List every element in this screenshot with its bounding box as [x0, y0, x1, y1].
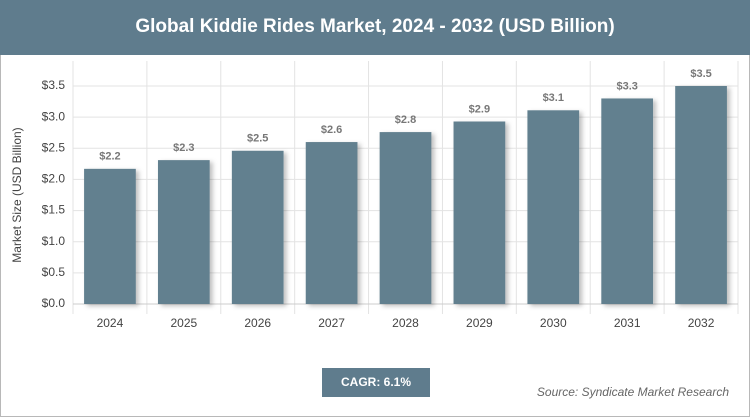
y-tick-label: $2.0	[42, 172, 66, 186]
y-tick-label: $1.0	[42, 234, 66, 248]
value-label: $2.3	[173, 142, 194, 154]
x-tick-label: 2027	[318, 316, 345, 330]
y-tick-label: $1.5	[42, 203, 66, 217]
bar	[84, 168, 136, 304]
cagr-box	[322, 368, 430, 397]
x-tick-label: 2028	[392, 316, 419, 330]
x-tick-label: 2024	[97, 316, 124, 330]
value-label: $3.5	[690, 68, 711, 80]
x-tick-label: 2032	[688, 316, 715, 330]
y-tick-label: $3.0	[42, 109, 66, 123]
y-tick-label: $3.5	[42, 78, 66, 92]
value-label: $3.3	[616, 80, 637, 92]
value-label: $2.9	[469, 103, 490, 115]
bar	[601, 98, 654, 304]
x-tick-label: 2031	[614, 316, 641, 330]
y-tick-label: $0.0	[42, 296, 66, 310]
value-label: $3.1	[543, 92, 564, 104]
plot: $0.0 $0.5 $1.0 $1.5 $2.0 $2.5 $3.0 $3.5 2024 $2.2…	[42, 61, 739, 330]
bar	[675, 86, 727, 304]
x-tick-label: 2030	[540, 316, 567, 330]
value-label: $2.5	[247, 133, 268, 145]
source: Source: Syndicate Market Research	[537, 385, 729, 399]
value-label: $2.6	[321, 124, 342, 136]
bar	[157, 160, 210, 304]
y-tick-label: $2.5	[42, 140, 66, 154]
value-label: $2.2	[99, 151, 120, 163]
bar	[453, 121, 506, 304]
bar	[305, 142, 358, 304]
bar	[231, 150, 284, 304]
value-label: $2.8	[395, 114, 416, 126]
title-bar	[0, 0, 750, 55]
y-tick-label: $0.5	[42, 265, 66, 279]
y-axis-label: Market Size (USD Billion)	[10, 127, 24, 262]
x-tick-label: 2025	[170, 316, 197, 330]
bar	[527, 110, 580, 304]
cagr-label: CAGR: 6.1%	[341, 375, 411, 389]
x-tick-label: 2026	[244, 316, 271, 330]
x-tick-label: 2029	[466, 316, 493, 330]
chart-title: Global Kiddie Rides Market, 2024 - 2032 …	[135, 16, 614, 37]
bar	[379, 132, 432, 304]
